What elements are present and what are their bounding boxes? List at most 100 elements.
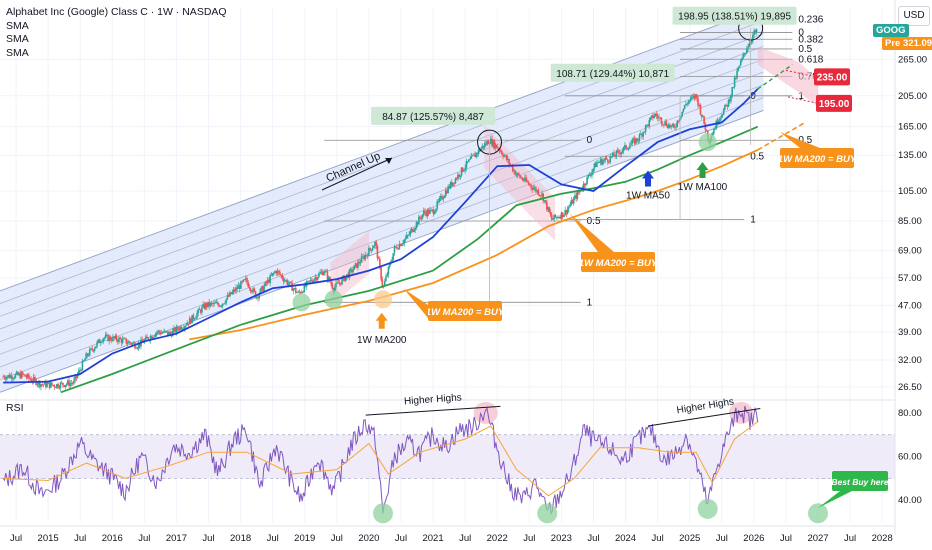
sma-legend-3[interactable]: SMA (6, 46, 29, 59)
candle-body (337, 282, 340, 284)
candle-body (753, 30, 755, 35)
time-axis-tick: Jul (202, 533, 214, 544)
candle-body (585, 184, 587, 186)
candle-body (468, 159, 470, 162)
candle-body (533, 187, 536, 189)
currency-button[interactable]: USD (898, 6, 930, 26)
candle-body (650, 115, 653, 118)
candle-body (240, 281, 242, 289)
candle-body (38, 381, 41, 387)
candle-body (550, 214, 553, 220)
candle-body (442, 197, 445, 200)
candle-body (555, 216, 558, 218)
sma-legend-1[interactable]: SMA (6, 19, 29, 32)
candle-body (726, 104, 729, 107)
candle-body (622, 147, 625, 151)
candle-body (614, 156, 616, 157)
candle-body (531, 187, 534, 190)
candle-body (591, 171, 593, 176)
candle-body (98, 339, 101, 343)
candle-body (547, 207, 549, 210)
candle-body (388, 263, 391, 267)
channel-up-arrowhead (385, 158, 392, 164)
chart-title: Alphabet Inc (Google) Class C · 1W · NAS… (6, 6, 227, 18)
candle-body (646, 124, 648, 126)
pre-tag: Pre (882, 37, 904, 50)
candle-body (103, 337, 106, 339)
candle-body (8, 374, 11, 378)
candle-body (687, 101, 690, 104)
candle-body (49, 382, 52, 388)
candle-body (631, 139, 634, 144)
candle-body (14, 374, 17, 378)
candle-body (594, 163, 597, 167)
candle-body (496, 144, 498, 149)
candle-body (588, 174, 591, 176)
candle-body (624, 145, 626, 148)
candle-body (669, 124, 671, 128)
candle-body (741, 58, 743, 61)
candle-body (405, 235, 408, 239)
candle-body (213, 302, 215, 305)
candle-body (47, 382, 50, 384)
ma200-label: 1W MA200 (357, 335, 407, 346)
candle-body (205, 303, 208, 307)
candle-body (730, 95, 732, 102)
candle-body (558, 217, 560, 218)
candle-body (461, 167, 464, 172)
time-axis-tick: 2019 (294, 533, 315, 544)
candle-body (215, 302, 218, 304)
candle-body (735, 77, 737, 79)
higher-highs-line-1 (365, 405, 501, 416)
candle-body (653, 115, 655, 119)
rsi-legend[interactable]: RSI (6, 402, 24, 414)
candle-body (25, 376, 28, 378)
time-axis-tick: Jul (74, 533, 86, 544)
candle-body (453, 182, 456, 184)
buy-label-2026-bg (780, 148, 854, 168)
candle-body (638, 134, 641, 141)
candle-body (728, 99, 731, 102)
candle-body (515, 174, 518, 176)
candle-body (116, 340, 119, 342)
candle-body (2, 376, 5, 378)
candle-body (654, 114, 657, 116)
candle-body (750, 40, 753, 43)
candle-body (309, 279, 312, 282)
candle-body (138, 343, 141, 347)
candle-body (226, 295, 229, 299)
candle-body (505, 155, 508, 160)
candle-body (415, 222, 418, 229)
candle-body (324, 270, 326, 273)
candle-body (432, 209, 435, 215)
candle-body (410, 228, 413, 232)
candle-body (608, 161, 610, 163)
candle-body (613, 152, 615, 157)
candle-body (661, 123, 664, 125)
candle-body (569, 204, 571, 207)
candle-body (748, 43, 751, 48)
candle-body (639, 133, 642, 135)
candle-body (293, 287, 296, 289)
time-axis-tick: 2016 (102, 533, 123, 544)
candle-body (721, 114, 724, 117)
candle-body (575, 195, 577, 199)
candle-body (90, 348, 92, 350)
buy-pointer-2020 (404, 289, 428, 318)
candle-body (165, 331, 168, 333)
candle-body (574, 195, 576, 199)
candle-body (188, 318, 191, 325)
sma-legend-2[interactable]: SMA (6, 33, 29, 46)
time-axis-tick: Jul (523, 533, 535, 544)
candle-body (431, 209, 434, 211)
ma50-label: 1W MA50 (626, 191, 670, 202)
candle-body (358, 261, 360, 264)
ma-touch-marker (292, 293, 311, 312)
candle-body (106, 334, 108, 336)
time-axis-tick: Jul (652, 533, 664, 544)
candle-body (466, 161, 469, 163)
candle-body (255, 297, 258, 298)
candle-body (444, 190, 447, 197)
candle-body (354, 263, 357, 266)
